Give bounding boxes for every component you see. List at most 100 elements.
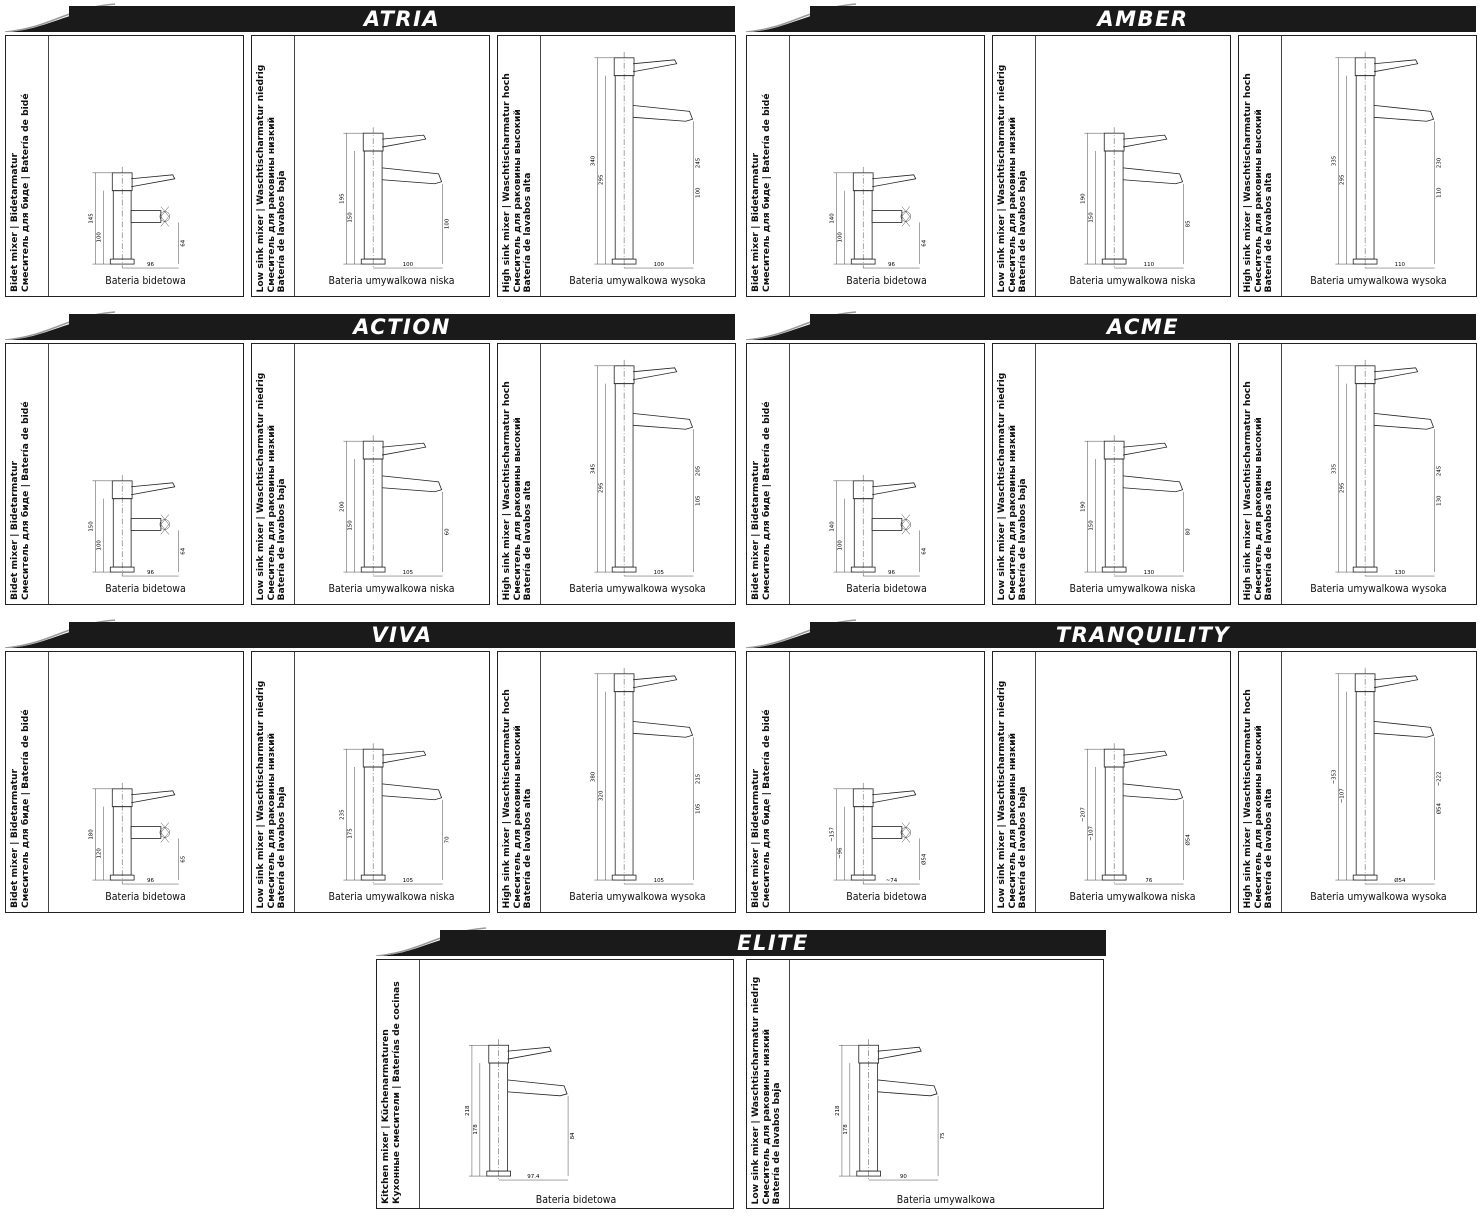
product-group-action: ACTION Bidet mixer | Bidetarmatur Смесител…	[5, 310, 736, 610]
product-group-viva: VIVA Bidet mixer | Bidetarmatur Смеситель …	[5, 618, 736, 918]
group-header: AMBER	[746, 2, 1476, 32]
technical-drawing: 140 100 64 96	[789, 36, 984, 272]
card-side-label: Low sink mixer | Waschtischarmatur niedr…	[993, 652, 1036, 912]
technical-drawing: 190 150 80 130	[1035, 344, 1230, 580]
card-side-label: High sink mixer | Waschtischarmatur hoch…	[1239, 652, 1282, 912]
technical-drawing: 345 295 105 105 205	[540, 344, 735, 580]
card-side-label: High sink mixer | Waschtischarmatur hoch…	[498, 652, 541, 912]
group-title: ACME	[1106, 315, 1180, 339]
technical-drawing: ~353 ~107 Ø54 Ø54 ~222	[1281, 652, 1476, 888]
side-label-text: Low sink mixer | Waschtischarmatur niedr…	[750, 960, 783, 1204]
product-card-bidet: Bidet mixer | Bidetarmatur Смеситель для …	[746, 651, 985, 913]
product-card-low: Low sink mixer | Waschtischarmatur niedr…	[251, 343, 490, 605]
faucet-drawing: 335 295 130 130 245	[1331, 359, 1442, 577]
faucet-drawing: ~207~107 Ø54 76	[1080, 743, 1192, 885]
side-label-text: Low sink mixer | Waschtischarmatur niedr…	[255, 37, 288, 292]
card-caption: Bateria bidetowa	[846, 891, 927, 903]
dimension-label: 100	[654, 262, 665, 268]
card-caption: Bateria bidetowa	[846, 583, 927, 595]
side-label-line: Смеситель для биде | Batería de bidé	[19, 709, 31, 908]
group-header: VIVA	[5, 618, 735, 648]
side-label-line: High sink mixer | Waschtischarmatur hoch	[1242, 380, 1253, 600]
technical-drawing: 180 120 65 96	[48, 652, 243, 888]
dimension-label: 105	[695, 495, 701, 505]
dimension-label: 100	[445, 218, 451, 229]
card-caption: Bateria umywalkowa wysoka	[569, 275, 706, 287]
product-cards-row: Bidet mixer | Bidetarmatur Смеситель для …	[5, 343, 736, 607]
technical-drawing: 218 178 75 90	[789, 960, 1103, 1184]
product-card-high: High sink mixer | Waschtischarmatur hoch…	[1238, 343, 1477, 605]
dimension-label: 150	[347, 520, 353, 531]
dimension-label: 150	[88, 521, 94, 532]
side-label-line: Low sink mixer | Waschtischarmatur niedr…	[255, 372, 266, 600]
product-card-low: Low sink mixer | Waschtischarmatur niedr…	[992, 651, 1231, 913]
dimension-label: ~74	[886, 878, 898, 884]
product-card-low: Low sink mixer | Waschtischarmatur niedr…	[992, 35, 1231, 297]
side-label-text: Low sink mixer | Waschtischarmatur niedr…	[996, 37, 1029, 292]
product-card-bidet: Bidet mixer | Bidetarmatur Смеситель для …	[746, 343, 985, 605]
dimension-label: ~107	[1339, 788, 1345, 803]
group-title: ATRIA	[363, 7, 441, 31]
card-caption: Bateria bidetowa	[846, 275, 927, 287]
side-label-line: Kitchen mixer | Küchenarmaturen	[380, 1029, 391, 1204]
dimension-label: 130	[1144, 570, 1155, 576]
dimension-label: 295	[1339, 483, 1345, 493]
dimension-label: Ø54	[1435, 803, 1442, 815]
side-label-line: Bidet mixer | Bidetarmatur	[750, 768, 761, 908]
dimension-label: ~353	[1331, 769, 1337, 784]
dimension-label: 120	[96, 848, 102, 859]
card-caption: Bateria umywalkowa niska	[328, 891, 455, 903]
dimension-label: 64	[922, 239, 928, 246]
dimension-label: 105	[403, 878, 413, 884]
product-card-bidet: Bidet mixer | Bidetarmatur Смеситель для …	[5, 343, 244, 605]
dimension-label: 130	[1395, 570, 1406, 576]
product-card-low: Low sink mixer | Waschtischarmatur niedr…	[992, 343, 1231, 605]
card-caption: Bateria umywalkowa niska	[1069, 275, 1196, 287]
dimension-label: 76	[1145, 878, 1152, 884]
dimension-label: Ø54	[1394, 877, 1406, 884]
side-label-line: Low sink mixer | Waschtischarmatur niedr…	[996, 680, 1007, 908]
faucet-drawing: 190 150 80 130	[1080, 435, 1192, 577]
dimension-label: 295	[1339, 175, 1345, 185]
side-label-line: Batería de lavabos alta	[522, 788, 533, 908]
header-bar	[440, 930, 1106, 956]
side-label-line: High sink mixer | Waschtischarmatur hoch	[501, 72, 512, 292]
card-side-label: Low sink mixer | Waschtischarmatur niedr…	[252, 344, 295, 604]
product-group-atria: ATRIA Bidet mixer | Bidetarmatur Смеситель…	[5, 2, 736, 302]
side-label-line: Batería de lavabos baja	[276, 477, 287, 600]
side-label-line: High sink mixer | Waschtischarmatur hoch	[1242, 72, 1253, 292]
technical-drawing: 140 100 64 96	[789, 344, 984, 580]
technical-drawing: 195 150 100 100	[294, 36, 489, 272]
side-label-line: Bidet mixer | Bidetarmatur	[9, 768, 20, 908]
side-label-text: Low sink mixer | Waschtischarmatur niedr…	[996, 653, 1029, 908]
side-label-line: Bidet mixer | Bidetarmatur	[750, 460, 761, 600]
product-cards-row: Bidet mixer | Bidetarmatur Смеситель для …	[746, 651, 1477, 915]
side-label-line: Кухонные смесители | Baterías de cocinas	[390, 981, 402, 1204]
dimension-label: 195	[339, 193, 345, 203]
dimension-label: 85	[1186, 220, 1192, 227]
dimension-label: 96	[147, 262, 154, 268]
card-caption: Bateria umywalkowa	[896, 1194, 996, 1206]
dimension-label: 130	[1436, 495, 1442, 506]
technical-drawing: ~157 ~96 Ø54 ~74	[789, 652, 984, 888]
group-header: ACME	[746, 310, 1476, 340]
faucet-drawing: 235 175 70 105	[339, 743, 451, 885]
dimension-label: 65	[181, 856, 187, 863]
dimension-label: 245	[1436, 466, 1442, 476]
product-group-elite: ELITE Kitchen mixer | Küchenarmaturen Кухо…	[376, 926, 1106, 1216]
faucet-drawing: 195 150 100 100	[339, 127, 451, 269]
side-label-text: Bidet mixer | Bidetarmatur Смеситель для …	[750, 653, 772, 908]
dimension-label: 215	[695, 774, 701, 784]
card-side-label: Low sink mixer | Waschtischarmatur niedr…	[252, 36, 295, 296]
card-side-label: Bidet mixer | Bidetarmatur Смеситель для …	[6, 36, 49, 296]
group-header: ELITE	[376, 926, 1106, 956]
side-label-line: Low sink mixer | Waschtischarmatur niedr…	[255, 680, 266, 908]
faucet-drawing: 145 100 64 96	[88, 166, 187, 269]
product-cards-row: Bidet mixer | Bidetarmatur Смеситель для …	[746, 35, 1477, 299]
card-caption: Bateria bidetowa	[105, 583, 186, 595]
product-cards-row: Bidet mixer | Bidetarmatur Смеситель для …	[746, 343, 1477, 607]
dimension-label: 100	[695, 187, 701, 198]
header-bar	[69, 6, 735, 32]
dimension-label: 140	[829, 521, 835, 532]
side-label-text: High sink mixer | Waschtischarmatur hoch…	[1242, 37, 1275, 292]
